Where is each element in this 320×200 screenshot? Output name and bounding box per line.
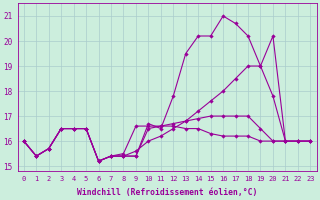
X-axis label: Windchill (Refroidissement éolien,°C): Windchill (Refroidissement éolien,°C) (77, 188, 257, 197)
